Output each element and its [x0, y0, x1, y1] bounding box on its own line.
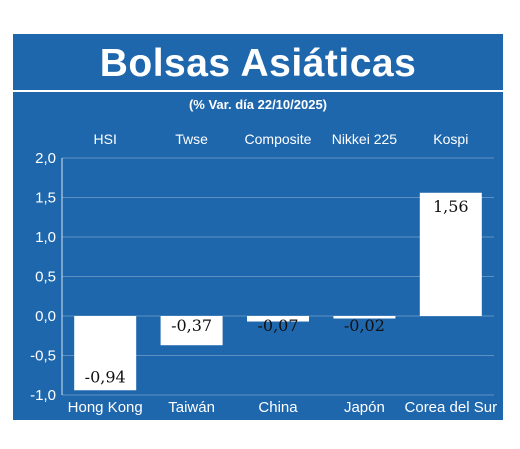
- title-divider: [13, 90, 503, 92]
- bar: [419, 192, 482, 316]
- y-tick-label: 0,0: [35, 308, 56, 325]
- x-tick-label: Corea del Sur: [405, 399, 498, 416]
- x-tick-label: Japón: [344, 399, 385, 416]
- bar: [333, 316, 396, 319]
- data-label: 1,56: [433, 197, 469, 216]
- x-tick-label: China: [258, 399, 298, 416]
- data-label: -0,02: [344, 316, 385, 335]
- data-label: -0,07: [257, 316, 298, 335]
- y-tick-label: -0,5: [30, 348, 56, 365]
- y-tick-label: -1,0: [30, 387, 56, 404]
- bar: [247, 316, 309, 322]
- x-tick-label: Taiwán: [168, 399, 215, 416]
- bar: [74, 316, 137, 391]
- y-tick-label: 1,5: [35, 190, 56, 207]
- index-label: HSI: [94, 131, 117, 147]
- index-label: Composite: [245, 131, 312, 147]
- y-tick-label: 1,0: [35, 229, 56, 246]
- bar: [160, 316, 223, 346]
- x-tick-label: Hong Kong: [68, 399, 143, 416]
- chart-title: Bolsas Asiáticas: [99, 42, 417, 85]
- index-label: Nikkei 225: [332, 131, 398, 147]
- index-label: Kospi: [433, 131, 468, 147]
- chart-subtitle: (% Var. día 22/10/2025): [188, 97, 328, 112]
- data-label: -0,37: [171, 316, 212, 335]
- y-tick-label: 2,0: [35, 150, 56, 167]
- y-tick-label: 0,5: [35, 269, 56, 286]
- index-label: Twse: [175, 131, 208, 147]
- data-label: -0,94: [85, 367, 126, 386]
